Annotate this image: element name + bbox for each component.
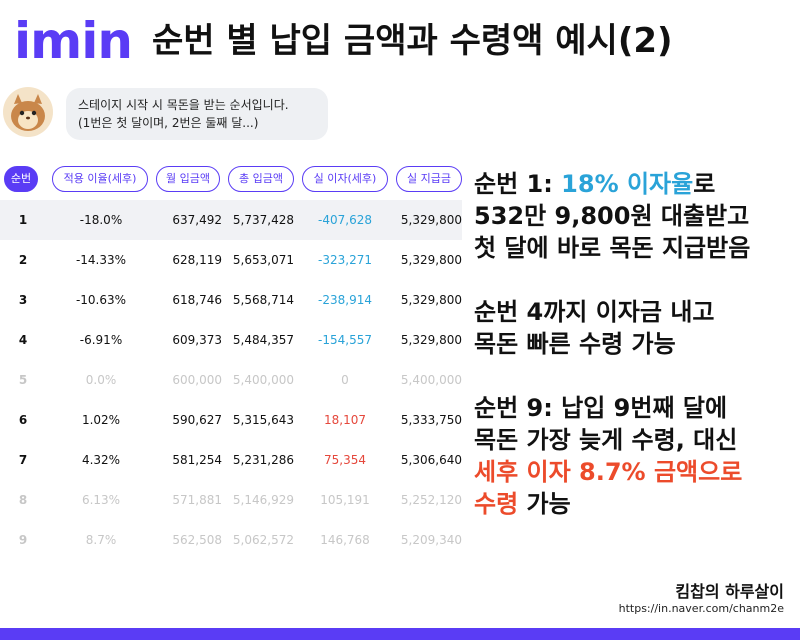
table-row: 2 -14.33% 628,119 5,653,071 -323,271 5,3… — [0, 240, 462, 280]
cell-rate: 4.32% — [81, 453, 121, 467]
note2-line1: 순번 4까지 이자금 내고 — [474, 298, 715, 326]
cell-rate: 6.13% — [81, 493, 121, 507]
header-rate[interactable]: 적용 이율(세후) — [52, 166, 148, 192]
note1-line2: 532만 9,800원 대출받고 — [474, 202, 750, 230]
page-title: 순번 별 납입 금액과 수령액 예시(2) — [152, 21, 673, 61]
imin-logo: imin — [14, 12, 133, 70]
note3-line2: 목돈 가장 늦게 수령, 대신 — [474, 426, 738, 454]
note3-line4: 수령 가능 — [474, 488, 798, 520]
note3-suffix: 가능 — [518, 490, 571, 518]
table-row: 5 0.0% 600,000 5,400,000 0 5,400,000 — [0, 360, 462, 400]
cell-order: 2 — [18, 253, 28, 267]
blog-url[interactable]: https://in.naver.com/chanm2e — [618, 602, 784, 615]
note3-receive-highlight: 수령 — [474, 490, 519, 518]
cell-interest: -407,628 — [318, 213, 372, 227]
cell-order: 5 — [18, 373, 28, 387]
cell-rate: 0.0% — [85, 373, 117, 387]
cell-rate: -14.33% — [75, 253, 127, 267]
header-interest[interactable]: 실 이자(세후) — [302, 166, 388, 192]
info-bubble: 스테이지 시작 시 목돈을 받는 순서입니다. (1번은 첫 달이며, 2번은 … — [66, 88, 328, 140]
cell-order: 9 — [18, 533, 28, 547]
cell-interest: 0 — [341, 373, 349, 387]
header-total[interactable]: 총 입금액 — [228, 166, 294, 192]
cell-payout: 5,252,120 — [400, 493, 462, 507]
cell-rate: 1.02% — [81, 413, 121, 427]
cell-interest: 18,107 — [324, 413, 366, 427]
cell-monthly: 618,746 — [172, 293, 222, 307]
cell-total: 5,400,000 — [232, 373, 294, 387]
cell-rate: 8.7% — [85, 533, 117, 547]
note1-rate-highlight: 18% 이자율 — [561, 170, 694, 198]
explanation-notes: 순번 1: 18% 이자율로 532만 9,800원 대출받고 첫 달에 바로 … — [474, 168, 798, 520]
cell-order: 6 — [18, 413, 28, 427]
cell-interest: 105,191 — [320, 493, 370, 507]
note1-line1: 순번 1: 18% 이자율로 — [474, 168, 798, 200]
cell-payout: 5,329,800 — [400, 253, 462, 267]
cell-total: 5,062,572 — [232, 533, 294, 547]
header-order[interactable]: 순번 — [4, 166, 38, 192]
table-row: 4 -6.91% 609,373 5,484,357 -154,557 5,32… — [0, 320, 462, 360]
table-row: 7 4.32% 581,254 5,231,286 75,354 5,306,6… — [0, 440, 462, 480]
cell-monthly: 562,508 — [172, 533, 222, 547]
table-row: 1 -18.0% 637,492 5,737,428 -407,628 5,32… — [0, 200, 462, 240]
note3-line3-highlight: 세후 이자 8.7% 금액으로 — [474, 458, 743, 486]
info-bubble-line1: 스테이지 시작 시 목돈을 받는 순서입니다. — [78, 98, 289, 112]
cell-monthly: 637,492 — [172, 213, 222, 227]
cell-total: 5,231,286 — [232, 453, 294, 467]
cell-payout: 5,306,640 — [400, 453, 462, 467]
table-row: 3 -10.63% 618,746 5,568,714 -238,914 5,3… — [0, 280, 462, 320]
cell-rate: -10.63% — [75, 293, 127, 307]
cell-interest: -154,557 — [318, 333, 372, 347]
cell-total: 5,653,071 — [232, 253, 294, 267]
note1-line3: 첫 달에 바로 목돈 지급받음 — [474, 234, 751, 262]
bottom-accent-bar — [0, 628, 800, 640]
blog-brand: 킴찹의 하루살이 — [675, 582, 784, 601]
cell-rate: -18.0% — [79, 213, 123, 227]
cell-interest: -238,914 — [318, 293, 372, 307]
header-payout[interactable]: 실 지급금 — [396, 166, 462, 192]
cell-total: 5,315,643 — [232, 413, 294, 427]
cell-monthly: 628,119 — [172, 253, 222, 267]
cell-order: 8 — [18, 493, 28, 507]
cell-monthly: 590,627 — [172, 413, 222, 427]
cell-total: 5,146,929 — [232, 493, 294, 507]
table-row: 8 6.13% 571,881 5,146,929 105,191 5,252,… — [0, 480, 462, 520]
note3-line1: 순번 9: 납입 9번째 달에 — [474, 394, 728, 422]
cell-payout: 5,329,800 — [400, 333, 462, 347]
cell-payout: 5,329,800 — [400, 293, 462, 307]
table-row: 6 1.02% 590,627 5,315,643 18,107 5,333,7… — [0, 400, 462, 440]
note1-prefix: 순번 1: — [474, 170, 562, 198]
cell-monthly: 581,254 — [172, 453, 222, 467]
cell-monthly: 600,000 — [172, 373, 222, 387]
table-row: 9 8.7% 562,508 5,062,572 146,768 5,209,3… — [0, 520, 462, 560]
cell-monthly: 609,373 — [172, 333, 222, 347]
cell-monthly: 571,881 — [172, 493, 222, 507]
cell-order: 3 — [18, 293, 28, 307]
cell-order: 4 — [18, 333, 28, 347]
header-monthly[interactable]: 월 입금액 — [156, 166, 220, 192]
cell-order: 7 — [18, 453, 28, 467]
cell-payout: 5,400,000 — [400, 373, 462, 387]
cell-interest: 146,768 — [320, 533, 370, 547]
cell-payout: 5,329,800 — [400, 213, 462, 227]
squirrel-avatar-icon — [3, 87, 53, 137]
cell-interest: -323,271 — [318, 253, 372, 267]
cell-total: 5,484,357 — [232, 333, 294, 347]
cell-total: 5,737,428 — [232, 213, 294, 227]
cell-payout: 5,333,750 — [400, 413, 462, 427]
cell-interest: 75,354 — [324, 453, 366, 467]
note1-suffix: 로 — [693, 170, 716, 198]
cell-payout: 5,209,340 — [400, 533, 462, 547]
cell-order: 1 — [18, 213, 28, 227]
note2-line2: 목돈 빠른 수령 가능 — [474, 330, 676, 358]
info-bubble-line2: (1번은 첫 달이며, 2번은 둘째 달...) — [78, 116, 259, 130]
cell-rate: -6.91% — [79, 333, 123, 347]
cell-total: 5,568,714 — [232, 293, 294, 307]
